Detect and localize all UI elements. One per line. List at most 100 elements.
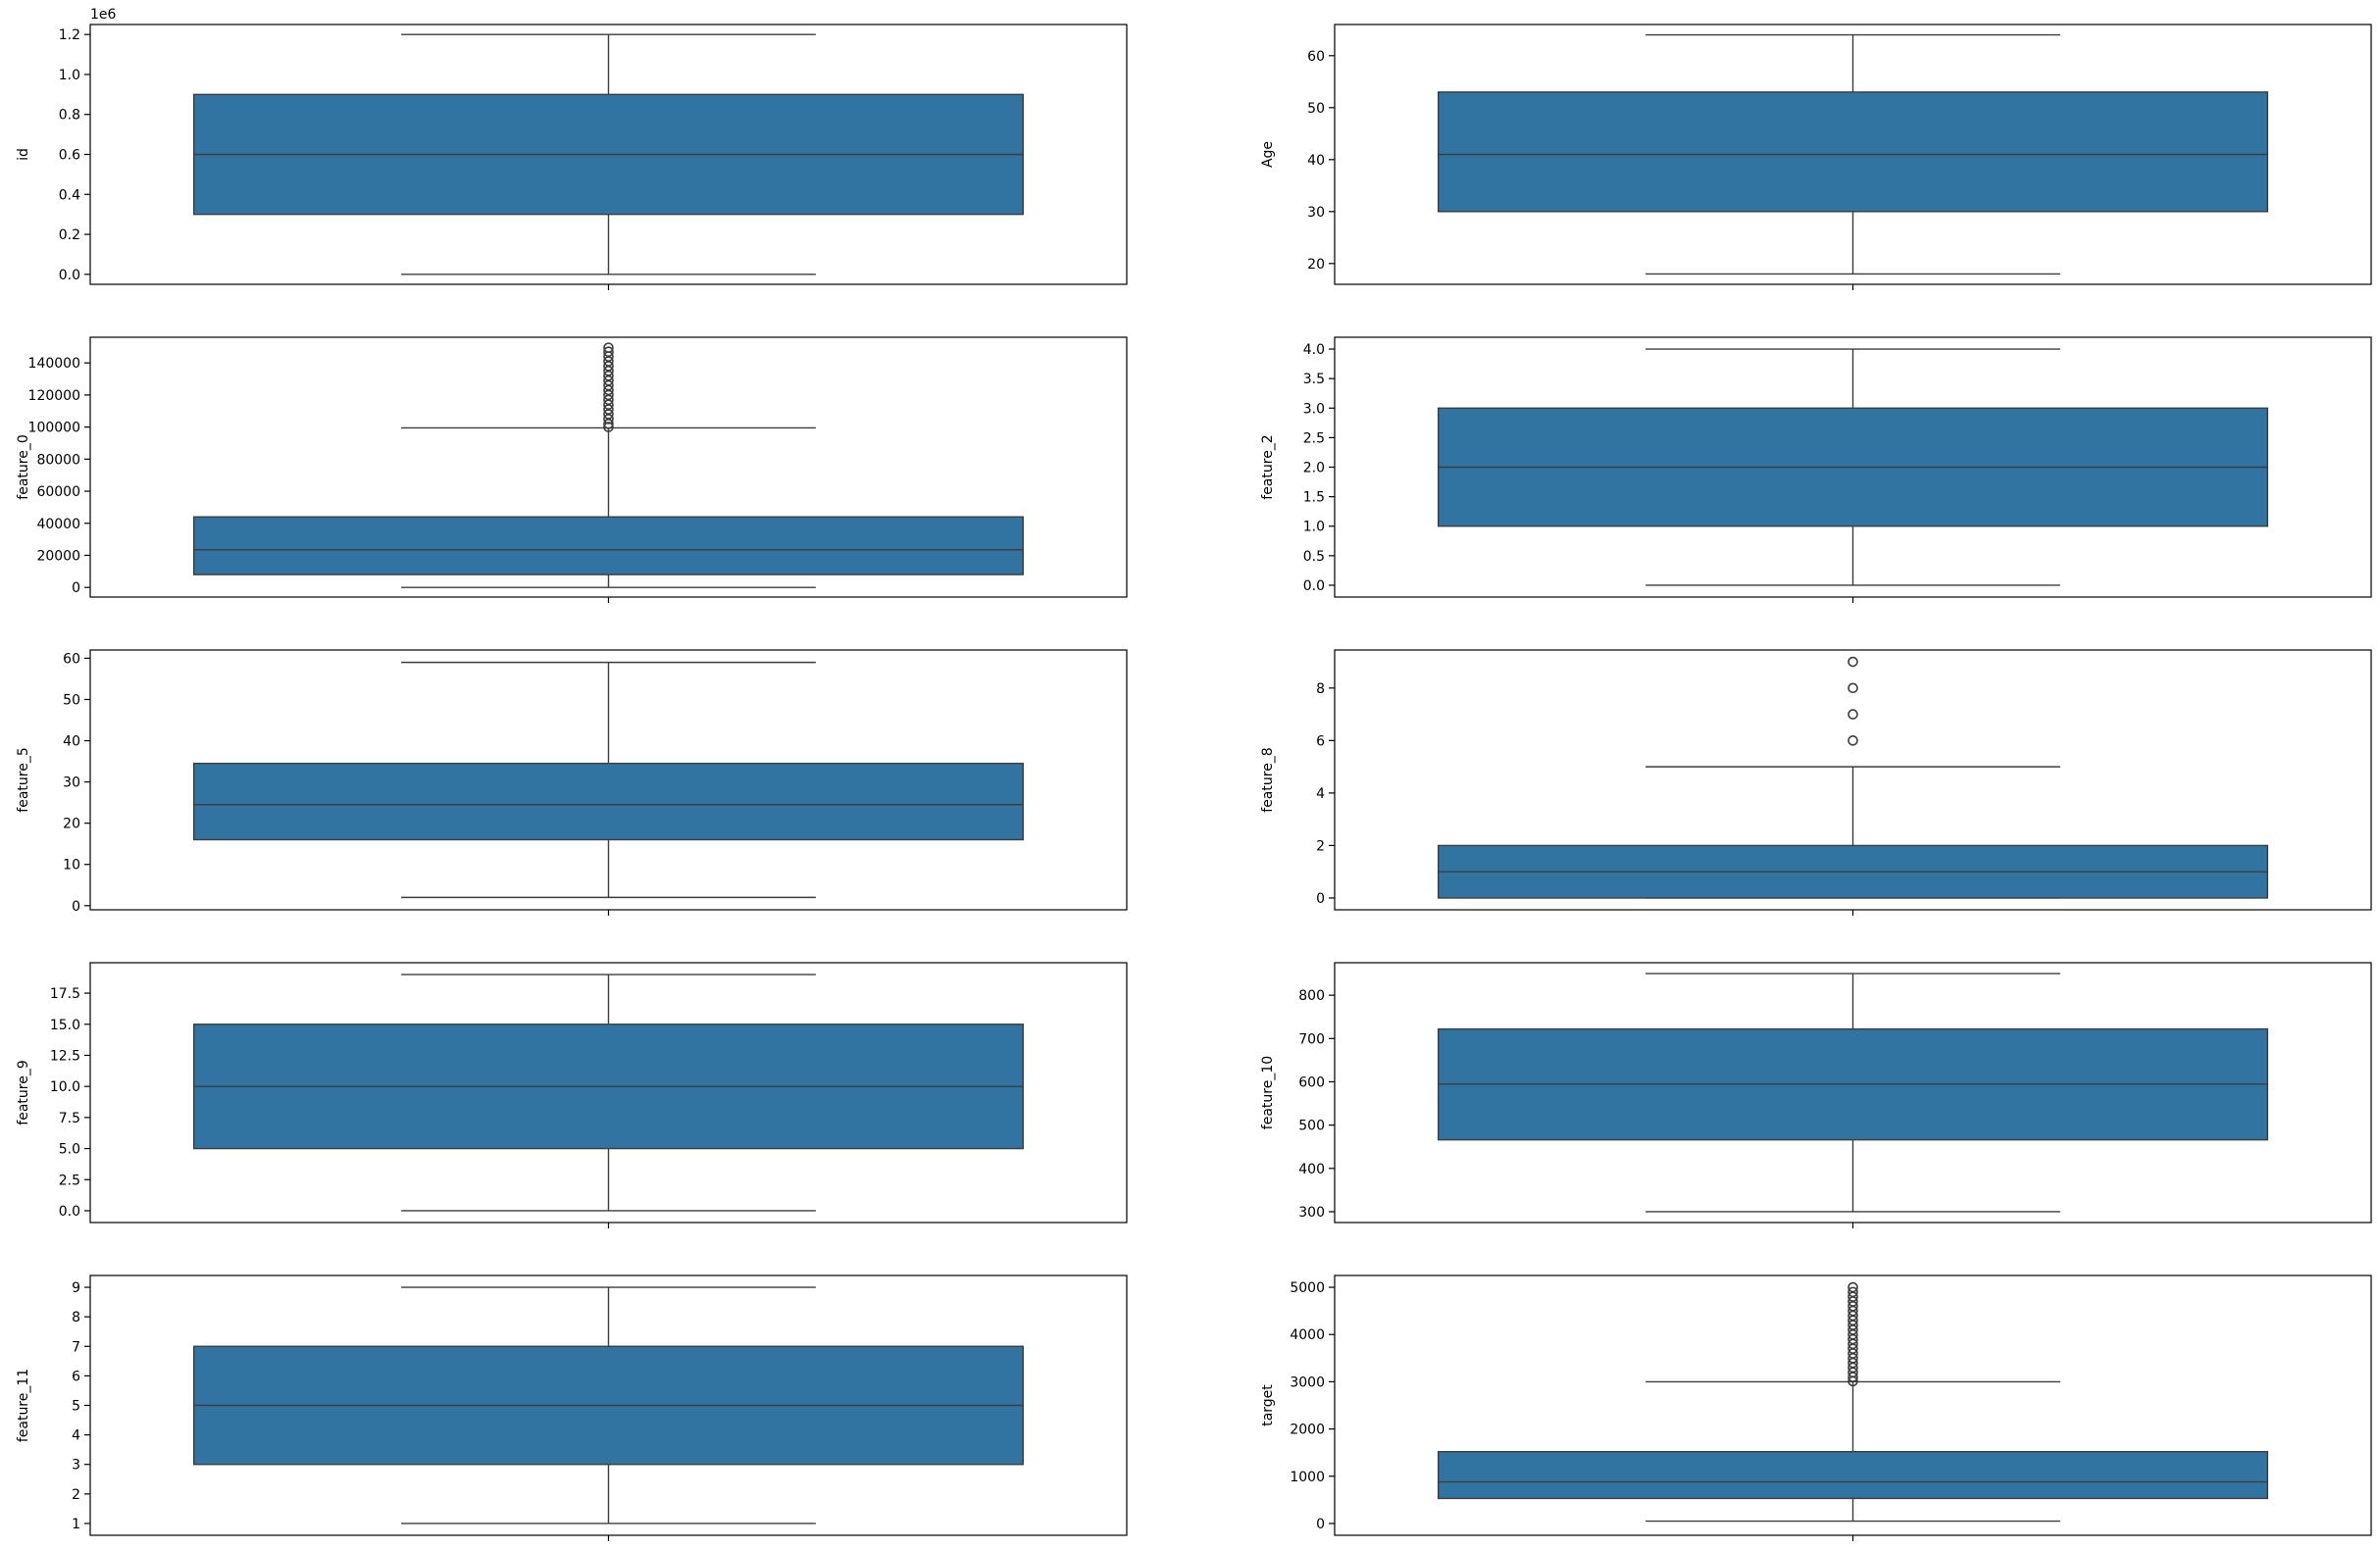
panel-4-feature-5-boxplot: 0 10 20 30 40 50 60 feature_5 [16,649,1128,916]
panel-2-outlier-point [603,399,614,411]
panel-2-outlier-point [603,346,614,358]
panel-2-outlier-point [603,404,614,415]
panel-6-ylabel: feature_9 [16,1060,31,1124]
panel-2-outlier-point [603,366,614,376]
panel-6-axes-frame [89,962,1128,1224]
panel-9-ytick-label: 1000 [1290,1470,1325,1485]
panel-1-ytick-label: 20 [1307,257,1325,273]
panel-2-outlier-point [603,419,614,429]
panel-4-iqr-box [192,762,1024,841]
panel-4-ytick-label: 10 [63,858,80,874]
panel-0-ytick-label: 1.2 [59,27,80,43]
panel-2-axes-frame [89,336,1128,598]
panel-2-ytick-label: 80000 [36,452,80,468]
panel-0-ytick-label: 0.0 [59,268,80,283]
panel-3-axes-frame [1334,336,2372,598]
panel-8-ytick-label: 6 [72,1369,80,1384]
panel-7-ytick-label: 400 [1298,1162,1325,1177]
panel-3-ytick-label: 0.5 [1303,549,1325,565]
panel-3-ytick-label: 4.0 [1303,342,1325,358]
panel-1-ytick-label: 50 [1307,101,1325,117]
panel-6-ytick-label: 12.5 [50,1048,80,1064]
panel-2-ytick-label: 40000 [36,517,80,532]
panel-5-outlier-point [1848,709,1858,720]
panel-0-ytick-label: 1.0 [59,68,80,83]
panel-2-ytick-label: 120000 [28,388,80,404]
panel-6-ytick-label: 0.0 [59,1204,80,1220]
panel-3-ytick-label: 0.0 [1303,578,1325,594]
panel-2-iqr-box [192,516,1024,575]
panel-4-axes-frame [89,649,1128,911]
panel-3-ytick-label: 1.5 [1303,490,1325,506]
panel-2-outlier-point [603,389,614,401]
panel-2-outlier-point [603,394,614,406]
panel-9-ytick-label: 4000 [1290,1327,1325,1343]
panel-9-iqr-box [1437,1451,2268,1500]
panel-4-ytick-label: 40 [63,734,80,750]
panel-1-ytick-label: 40 [1307,153,1325,169]
panel-8-ytick-label: 1 [72,1517,80,1532]
panel-5-ytick-label: 4 [1316,786,1325,802]
panel-5-ytick-label: 6 [1316,733,1325,749]
panel-4-ylabel: feature_5 [16,747,31,812]
panel-5-ytick-label: 0 [1316,891,1325,907]
panel-8-axes-frame [89,1274,1128,1536]
panel-1-ytick-label: 60 [1307,49,1325,65]
panel-7-axes-frame [1334,962,2372,1224]
panel-4-ytick-label: 0 [72,899,80,915]
panel-7-ytick-label: 300 [1298,1205,1325,1221]
panel-7-ytick-label: 800 [1298,988,1325,1004]
panel-4-ytick-label: 20 [63,817,80,832]
panel-9-ytick-label: 0 [1316,1517,1325,1532]
panel-2-outlier-point [603,422,614,432]
panel-6-ytick-label: 5.0 [59,1142,80,1158]
panel-8-ytick-label: 3 [72,1458,80,1474]
panel-8-ytick-label: 8 [72,1310,80,1325]
panel-8-ytick-label: 4 [72,1428,80,1444]
panel-0-axes-frame [89,24,1128,285]
panel-0-ylabel: id [16,148,31,161]
panel-1-ylabel: Age [1260,141,1276,168]
panel-3-ytick-label: 2.5 [1303,430,1325,446]
panel-3-feature-2-boxplot: 0.0 0.5 1.0 1.5 2.0 2.5 3.0 3.5 4.0 feature_2 [1260,336,2372,603]
panel-9-outlier-point [1848,1286,1858,1298]
panel-6-ytick-label: 7.5 [59,1111,80,1126]
panel-2-ytick-label: 140000 [28,356,80,372]
panel-8-ylabel: feature_11 [16,1369,31,1442]
panel-6-feature-9-boxplot: 0.0 2.5 5.0 7.5 10.0 12.5 15.0 17.5 feature_9 [16,962,1128,1228]
panel-5-axes-frame [1334,649,2372,911]
panel-2-outlier-point [603,361,614,372]
panel-0-ytick-label: 0.8 [59,108,80,124]
panel-7-ytick-label: 500 [1298,1119,1325,1134]
panel-2-outlier-point [603,375,614,386]
panel-4-ytick-label: 60 [63,651,80,667]
panel-2-ylabel: feature_0 [16,434,31,499]
panel-2-ytick-label: 20000 [36,548,80,564]
panel-2-feature-0-boxplot: 0 20000 40000 60000 80000 100000 120000 140000 f… [16,336,1128,603]
panel-8-ytick-label: 9 [72,1280,80,1296]
panel-9-ytick-label: 5000 [1290,1280,1325,1296]
panel-6-ytick-label: 15.0 [50,1018,80,1033]
panel-3-ytick-label: 1.0 [1303,520,1325,535]
panel-7-ytick-label: 600 [1298,1074,1325,1090]
panel-9-ylabel: target [1260,1384,1276,1426]
panel-2-ytick-label: 100000 [28,421,80,436]
panel-8-ytick-label: 5 [72,1399,80,1415]
panel-7-ytick-label: 700 [1298,1031,1325,1047]
panel-0-offset-label: 1e6 [90,7,117,23]
panel-2-outlier-point [603,342,614,353]
panel-3-ytick-label: 3.5 [1303,372,1325,387]
panel-2-outlier-point [603,379,614,391]
panel-6-ytick-label: 2.5 [59,1173,80,1188]
panel-7-ylabel: feature_10 [1260,1056,1276,1129]
panel-9-target-boxplot: 0 1000 2000 3000 4000 5000 target [1260,1274,2372,1541]
panel-1-Age-boxplot: 20 30 40 50 60 Age [1260,24,2372,290]
panel-7-feature-10-boxplot: 300 400 500 600 700 800 feature_10 [1260,962,2372,1228]
panel-2-outlier-point [603,356,614,367]
panel-5-outlier-point [1848,682,1858,694]
panel-8-ytick-label: 2 [72,1487,80,1503]
panel-9-outlier-point [1848,1281,1858,1293]
panel-6-ytick-label: 10.0 [50,1079,80,1095]
panel-5-ylabel: feature_8 [1260,747,1276,812]
